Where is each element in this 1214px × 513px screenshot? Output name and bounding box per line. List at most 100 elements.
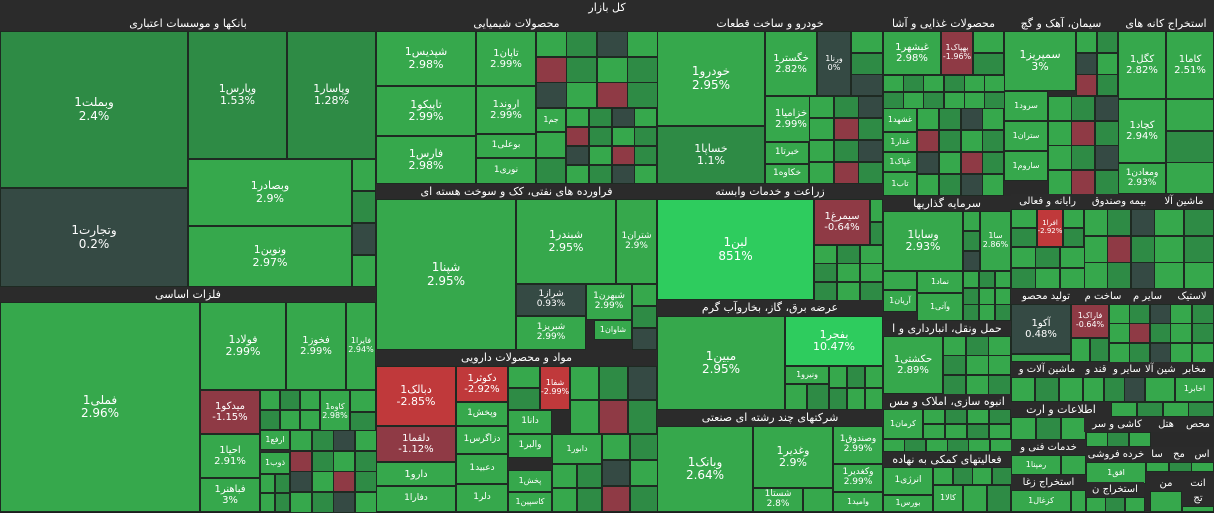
- tile-x[interactable]: [1166, 131, 1214, 163]
- tile-x[interactable]: [1150, 323, 1171, 343]
- tile-x[interactable]: [632, 306, 657, 328]
- tile-61[interactable]: دلقما1 -1.12%: [376, 426, 456, 462]
- sector-header-men[interactable]: من: [1150, 476, 1182, 491]
- tile-44[interactable]: فباهنر1 3%: [200, 478, 260, 512]
- tile-x[interactable]: [923, 92, 944, 109]
- tile-x[interactable]: [851, 31, 883, 53]
- tile-x[interactable]: [1095, 145, 1119, 170]
- tile-x[interactable]: [851, 53, 883, 75]
- tile-x[interactable]: [972, 467, 992, 485]
- tile-x[interactable]: [1061, 417, 1086, 440]
- tile-37[interactable]: فخوز1 2.99%: [286, 302, 346, 390]
- tile-41[interactable]: احیا1 2.91%: [200, 434, 260, 478]
- tile-x[interactable]: [260, 410, 280, 430]
- tile-x[interactable]: [834, 140, 859, 162]
- tile-x[interactable]: [1083, 377, 1104, 402]
- tile-86[interactable]: حکشتی1 2.89%: [883, 336, 943, 394]
- tile-x[interactable]: [982, 174, 1004, 196]
- tile-x[interactable]: [1095, 170, 1119, 195]
- tile-x[interactable]: [1146, 462, 1169, 472]
- tile-28[interactable]: سرود1: [1004, 91, 1048, 121]
- tile-x[interactable]: [1071, 96, 1095, 121]
- tile-x[interactable]: [992, 467, 1012, 485]
- tile-10[interactable]: فارس1 2.98%: [376, 136, 476, 184]
- tile-x[interactable]: [1188, 402, 1214, 417]
- tile-x[interactable]: [508, 366, 540, 388]
- tile-x[interactable]: [552, 464, 577, 488]
- tile-x[interactable]: [566, 146, 589, 165]
- tile-x[interactable]: [1035, 247, 1060, 268]
- tile-x[interactable]: [837, 282, 860, 301]
- tile-43[interactable]: ذوب1: [260, 452, 290, 474]
- tile-x[interactable]: [634, 108, 657, 127]
- tile-x[interactable]: [979, 271, 995, 288]
- tile-27[interactable]: سمپریز1 3%: [1004, 31, 1076, 91]
- sector-header-pharma[interactable]: مواد و محصولات دارویی: [376, 350, 657, 365]
- tile-x[interactable]: [1192, 343, 1214, 363]
- tile-82[interactable]: آریان1: [883, 290, 917, 312]
- tile-79[interactable]: سا1 2.86%: [980, 211, 1011, 271]
- tile-x[interactable]: [1191, 462, 1214, 472]
- tile-x[interactable]: [1170, 343, 1192, 363]
- tile-0[interactable]: وبملت1 2.4%: [0, 31, 188, 188]
- tile-x[interactable]: [988, 355, 1011, 375]
- sector-header-build[interactable]: ساخت م: [1081, 289, 1125, 304]
- tile-x[interactable]: [809, 118, 834, 140]
- tile-x[interactable]: [995, 271, 1011, 288]
- tile-x[interactable]: [837, 263, 860, 282]
- tile-x[interactable]: [634, 146, 657, 165]
- tile-x[interactable]: [566, 165, 589, 184]
- tile-33[interactable]: کچاد1 2.94%: [1118, 99, 1166, 163]
- tile-x[interactable]: [1154, 262, 1184, 289]
- tile-x[interactable]: [917, 130, 939, 152]
- tile-x[interactable]: [1131, 262, 1155, 289]
- tile-x[interactable]: [275, 493, 290, 512]
- tile-3[interactable]: وتجارت1 0.2%: [0, 188, 188, 287]
- tile-x[interactable]: [1192, 323, 1214, 343]
- tile-x[interactable]: [352, 255, 376, 287]
- tile-x[interactable]: [963, 251, 980, 271]
- tile-31[interactable]: کگل1 2.82%: [1118, 31, 1166, 99]
- tile-36[interactable]: فولاد1 2.99%: [200, 302, 286, 390]
- tile-x[interactable]: [982, 108, 1004, 130]
- tile-59[interactable]: شفا1 -2.99%: [540, 366, 570, 410]
- sector-header-plastic[interactable]: لاستیک: [1170, 289, 1214, 304]
- tile-x[interactable]: [865, 388, 883, 410]
- tile-x[interactable]: [566, 57, 597, 83]
- tile-x[interactable]: [1150, 343, 1171, 363]
- tile-x[interactable]: [1169, 462, 1192, 472]
- tile-x[interactable]: [860, 282, 883, 301]
- tile-x[interactable]: [1076, 74, 1097, 96]
- tile-x[interactable]: [1150, 491, 1182, 512]
- tile-x[interactable]: [989, 424, 1011, 439]
- tile-17[interactable]: خزامیا1 2.99%: [765, 96, 817, 142]
- sector-header-insurance[interactable]: بیمه وصندوق: [1084, 194, 1154, 209]
- sector-header-machinery_top[interactable]: ماشین آلا: [1154, 194, 1214, 209]
- tile-73[interactable]: وغدیر1 2.9%: [753, 426, 833, 488]
- tile-x[interactable]: [1084, 209, 1108, 236]
- tile-x[interactable]: [1035, 268, 1060, 289]
- tile-72[interactable]: وبانک1 2.64%: [657, 426, 753, 512]
- tile-x[interactable]: [352, 223, 376, 255]
- tile-29[interactable]: ستران1: [1004, 121, 1048, 151]
- tile-56[interactable]: ونیرو1: [785, 366, 829, 384]
- tile-x[interactable]: [926, 439, 948, 452]
- tile-x[interactable]: [1011, 268, 1036, 289]
- tile-34[interactable]: ومعادن1 2.93%: [1118, 163, 1166, 194]
- tile-x[interactable]: [995, 288, 1011, 305]
- sector-header-it[interactable]: اطلاعات و ارت: [1011, 402, 1111, 417]
- sector-header-machinery2[interactable]: ماشین آلات و: [1011, 362, 1083, 377]
- tile-x[interactable]: [858, 96, 883, 118]
- tile-x[interactable]: [961, 108, 983, 130]
- tile-x[interactable]: [995, 304, 1011, 321]
- tile-x[interactable]: [883, 439, 905, 452]
- tile-52[interactable]: لبن1 851%: [657, 199, 814, 300]
- tile-x[interactable]: [990, 439, 1012, 452]
- tile-x[interactable]: [917, 152, 939, 174]
- tile-x[interactable]: [851, 74, 883, 96]
- tile-x[interactable]: [508, 388, 540, 410]
- tile-x[interactable]: [589, 127, 612, 146]
- tile-x[interactable]: [1129, 432, 1151, 447]
- tile-x[interactable]: [858, 162, 883, 184]
- tile-47[interactable]: شتران1 2.9%: [616, 199, 657, 284]
